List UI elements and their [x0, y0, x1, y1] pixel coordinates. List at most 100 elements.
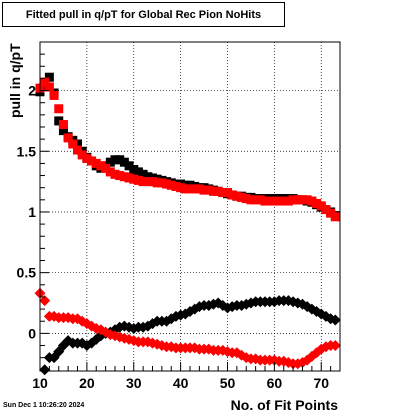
data-point [110, 155, 120, 165]
data-point [54, 116, 64, 126]
x-tick-label: 60 [267, 375, 283, 391]
data-point [54, 104, 64, 114]
data-point [166, 180, 176, 190]
data-point [115, 171, 125, 181]
data-point [44, 82, 54, 92]
series-2 [35, 77, 340, 222]
data-point [316, 201, 326, 211]
data-point [255, 195, 265, 205]
data-point [199, 185, 209, 195]
data-point [101, 163, 111, 173]
data-point [307, 196, 317, 206]
x-tick-label: 40 [173, 375, 189, 391]
data-point [49, 90, 59, 100]
data-point [171, 181, 181, 191]
data-point [96, 161, 106, 171]
data-point [63, 133, 73, 143]
data-point [321, 205, 331, 215]
data-point [115, 155, 125, 165]
data-point [208, 186, 218, 196]
series-3 [34, 287, 341, 370]
data-point [218, 188, 228, 198]
data-point [68, 139, 78, 149]
data-point [133, 175, 143, 185]
data-point [283, 196, 293, 206]
data-point [40, 77, 50, 87]
data-point [213, 186, 223, 196]
data-point [237, 192, 247, 202]
data-point [269, 196, 279, 206]
axis-ticks [39, 41, 341, 371]
y-tick-label: 1 [28, 204, 36, 220]
grid-lines [39, 42, 340, 371]
data-point [251, 195, 261, 205]
data-point [143, 177, 153, 187]
series-1 [39, 295, 341, 376]
data-point [162, 179, 172, 189]
y-tick-label: 0 [28, 325, 36, 341]
data-point [119, 157, 129, 167]
data-point [77, 150, 87, 160]
y-tick-label: 2 [28, 83, 36, 99]
data-point [274, 196, 284, 206]
data-point [265, 196, 275, 206]
data-point [279, 196, 289, 206]
data-point [133, 167, 143, 177]
data-point [157, 178, 167, 188]
data-point [105, 167, 115, 177]
data-point [148, 177, 157, 187]
data-point [138, 177, 148, 187]
y-tick-label: 1.5 [17, 143, 37, 159]
data-point [44, 72, 54, 82]
data-point [82, 154, 92, 164]
data-point [241, 194, 251, 204]
data-point [329, 340, 341, 352]
x-tick-label: 10 [32, 375, 48, 391]
data-point [124, 173, 134, 183]
data-point [124, 161, 134, 171]
data-point [110, 169, 120, 179]
data-point [58, 120, 68, 130]
data-point [73, 139, 82, 149]
x-tick-label: 30 [126, 375, 142, 391]
y-tick-label: 0.5 [17, 265, 37, 281]
data-point [119, 172, 129, 182]
data-point [194, 184, 204, 194]
data-point [138, 169, 148, 179]
data-markers [34, 72, 341, 376]
data-point [329, 314, 341, 326]
data-point [246, 195, 256, 205]
data-point [298, 195, 307, 205]
data-point [288, 195, 298, 205]
data-point [129, 174, 139, 184]
x-tick-label: 50 [220, 375, 236, 391]
data-point [152, 178, 162, 188]
chart-title: Fitted pull in q/pT for Global Rec Pion … [2, 2, 285, 27]
timestamp: Sun Dec 1 10:26:20 2024 [3, 402, 85, 409]
data-point [204, 185, 214, 195]
tick-labels: 10 20 30 40 50 60 70 0 0.5 1 1.5 2 [17, 83, 330, 391]
data-point [176, 183, 186, 193]
x-tick-label: 20 [79, 375, 95, 391]
data-point [293, 195, 303, 205]
data-point [227, 190, 237, 200]
data-point [39, 295, 51, 307]
x-axis-label: No. of Fit Points [230, 397, 338, 413]
data-point [143, 172, 153, 182]
data-point [232, 191, 242, 201]
data-point [73, 145, 82, 155]
data-point [91, 158, 101, 168]
data-point [223, 188, 232, 198]
data-point [129, 164, 139, 174]
data-point [312, 198, 322, 208]
data-point [87, 156, 97, 166]
y-axis-label: pull in q/pT [7, 43, 23, 118]
data-point [326, 208, 336, 218]
data-point [185, 184, 195, 194]
data-point [180, 184, 190, 194]
data-point [190, 184, 200, 194]
x-tick-label: 70 [313, 375, 329, 391]
data-point [260, 196, 270, 206]
data-point [58, 126, 68, 136]
